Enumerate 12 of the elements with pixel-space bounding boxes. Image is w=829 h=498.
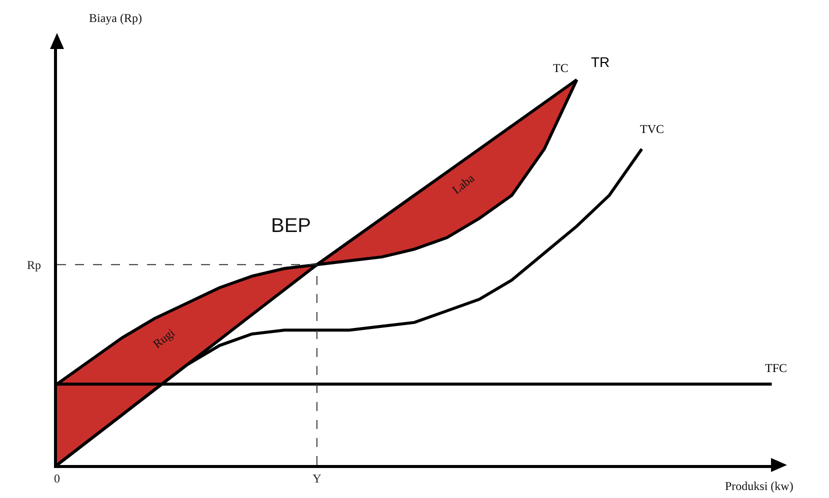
x-tick-label: Y — [312, 471, 322, 486]
ref-line-label: Rp — [27, 258, 42, 272]
annotation: BEP — [271, 215, 312, 237]
annotation: Rugi — [150, 325, 178, 351]
annotation: Laba — [449, 170, 478, 197]
series-label: TR — [591, 54, 610, 70]
y-axis-title: Biaya (Rp) — [89, 11, 142, 25]
series-label: TVC — [640, 122, 664, 136]
series-label: TC — [553, 61, 568, 75]
x-tick-label: 0 — [54, 471, 60, 486]
x-axis-title: Produksi (kw) — [725, 479, 794, 493]
series-label: TFC — [765, 361, 788, 375]
